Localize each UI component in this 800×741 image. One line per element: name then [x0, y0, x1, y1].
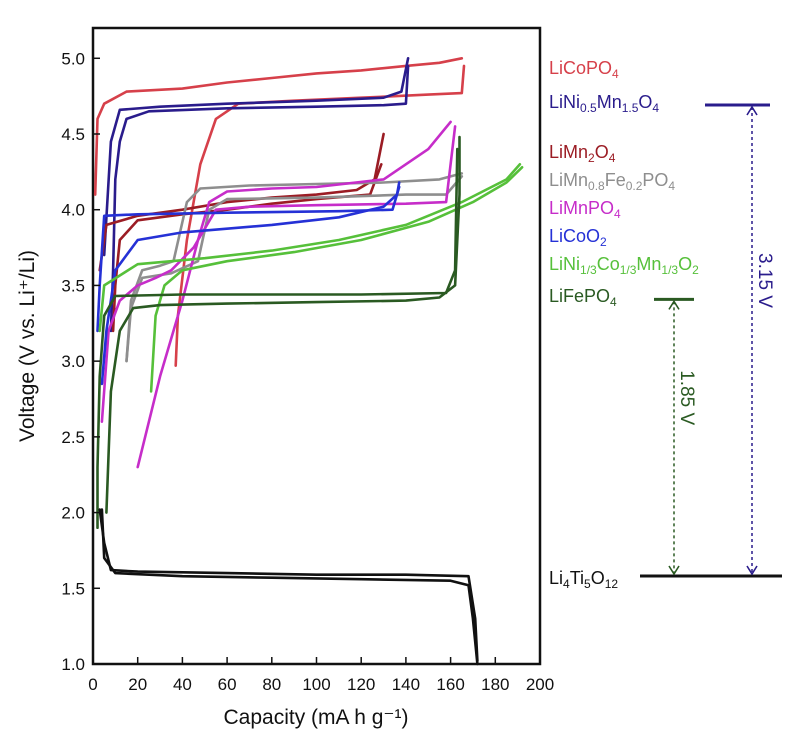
discharge-curve: [98, 508, 479, 663]
label-limn2o4: LiMn2O4: [549, 142, 616, 165]
material-labels: LiCoPO4 LiNi0.5Mn1.5O4 LiMn2O4 LiMn0.8Fe0.2…: [549, 58, 699, 591]
x-tick-label: 140: [392, 675, 420, 694]
y-tick-label: 2.5: [61, 428, 85, 447]
plot-frame: [91, 26, 542, 666]
series-licoo2: [96, 181, 401, 386]
x-tick-label: 20: [128, 675, 147, 694]
y-tick-label: 1.5: [61, 579, 85, 598]
charge-curve: [136, 120, 452, 469]
label-licopo4: LiCoPO4: [549, 58, 619, 81]
series-lini0-5mn1-5o4: [102, 57, 410, 333]
x-tick-label: 100: [302, 675, 330, 694]
x-tick-label: 40: [173, 675, 192, 694]
charge-curve: [93, 57, 464, 196]
y-tick-label: 2.0: [61, 504, 85, 523]
label-limn0-8fe0-2po4: LiMn0.8Fe0.2PO4: [549, 170, 675, 193]
label-lini0-5mn1-5o4: LiNi0.5Mn1.5O4: [549, 92, 659, 115]
arrow-head-down: [668, 565, 680, 576]
series-li4ti5o12: [98, 508, 479, 666]
y-tick-label: 3.5: [61, 276, 85, 295]
series-limn0-8fe0-2po4: [125, 172, 464, 363]
arrow-head-up: [746, 105, 758, 116]
arrow-head-down: [746, 565, 758, 576]
x-tick-label: 180: [481, 675, 509, 694]
x-tick-label: 60: [218, 675, 237, 694]
gap-annotation-3-15-v: 3.15 V: [746, 105, 775, 576]
x-axis-title: Capacity (mA h g⁻¹): [224, 706, 409, 729]
discharge-curve: [125, 175, 464, 363]
charge-curve: [100, 181, 401, 386]
label-li4ti5o12: Li4Ti5O12: [549, 568, 618, 591]
label-lini1-3co1-3mn1-3o2: LiNi1/3Co1/3Mn1/3O2: [549, 254, 699, 277]
y-tick-label: 4.5: [61, 125, 85, 144]
series-limnpo4: [100, 120, 457, 469]
discharge-curve: [109, 64, 410, 333]
discharge-curve: [100, 125, 457, 423]
x-axis: 0 20 40 60 80 100 120 140 160 180 200: [88, 657, 554, 694]
discharge-curve: [98, 163, 522, 333]
series-layer: [93, 57, 524, 666]
x-tick-label: 160: [436, 675, 464, 694]
y-tick-label: 4.0: [61, 201, 85, 220]
series-lifepo4: [96, 135, 461, 529]
label-limnpo4: LiMnPO4: [549, 198, 621, 221]
label-licoo2: LiCoO2: [549, 226, 607, 249]
discharge-curve: [96, 185, 401, 333]
gap-label: 1.85 V: [676, 370, 697, 425]
y-tick-label: 5.0: [61, 49, 85, 68]
x-tick-label: 120: [347, 675, 375, 694]
y-tick-label: 3.0: [61, 352, 85, 371]
gap-label: 3.15 V: [754, 253, 775, 308]
potential-levels: 3.15 V 1.85 V: [640, 103, 782, 578]
discharge-curve: [96, 147, 459, 529]
y-axis-title: Voltage (V vs. Li⁺/Li): [16, 250, 39, 442]
arrow-head-up: [668, 299, 680, 310]
x-tick-label: 200: [526, 675, 554, 694]
y-tick-label: 1.0: [61, 655, 85, 674]
y-axis: 1.0 1.5 2.0 2.5 3.0 3.5 4.0 4.5 5.0: [61, 49, 100, 674]
x-tick-label: 80: [262, 675, 281, 694]
gap-annotation-1-85-v: 1.85 V: [668, 299, 697, 576]
label-lifepo4: LiFePO4: [549, 286, 617, 309]
charge-curve: [102, 57, 410, 257]
charge-curve: [125, 172, 464, 363]
x-tick-label: 0: [88, 675, 97, 694]
